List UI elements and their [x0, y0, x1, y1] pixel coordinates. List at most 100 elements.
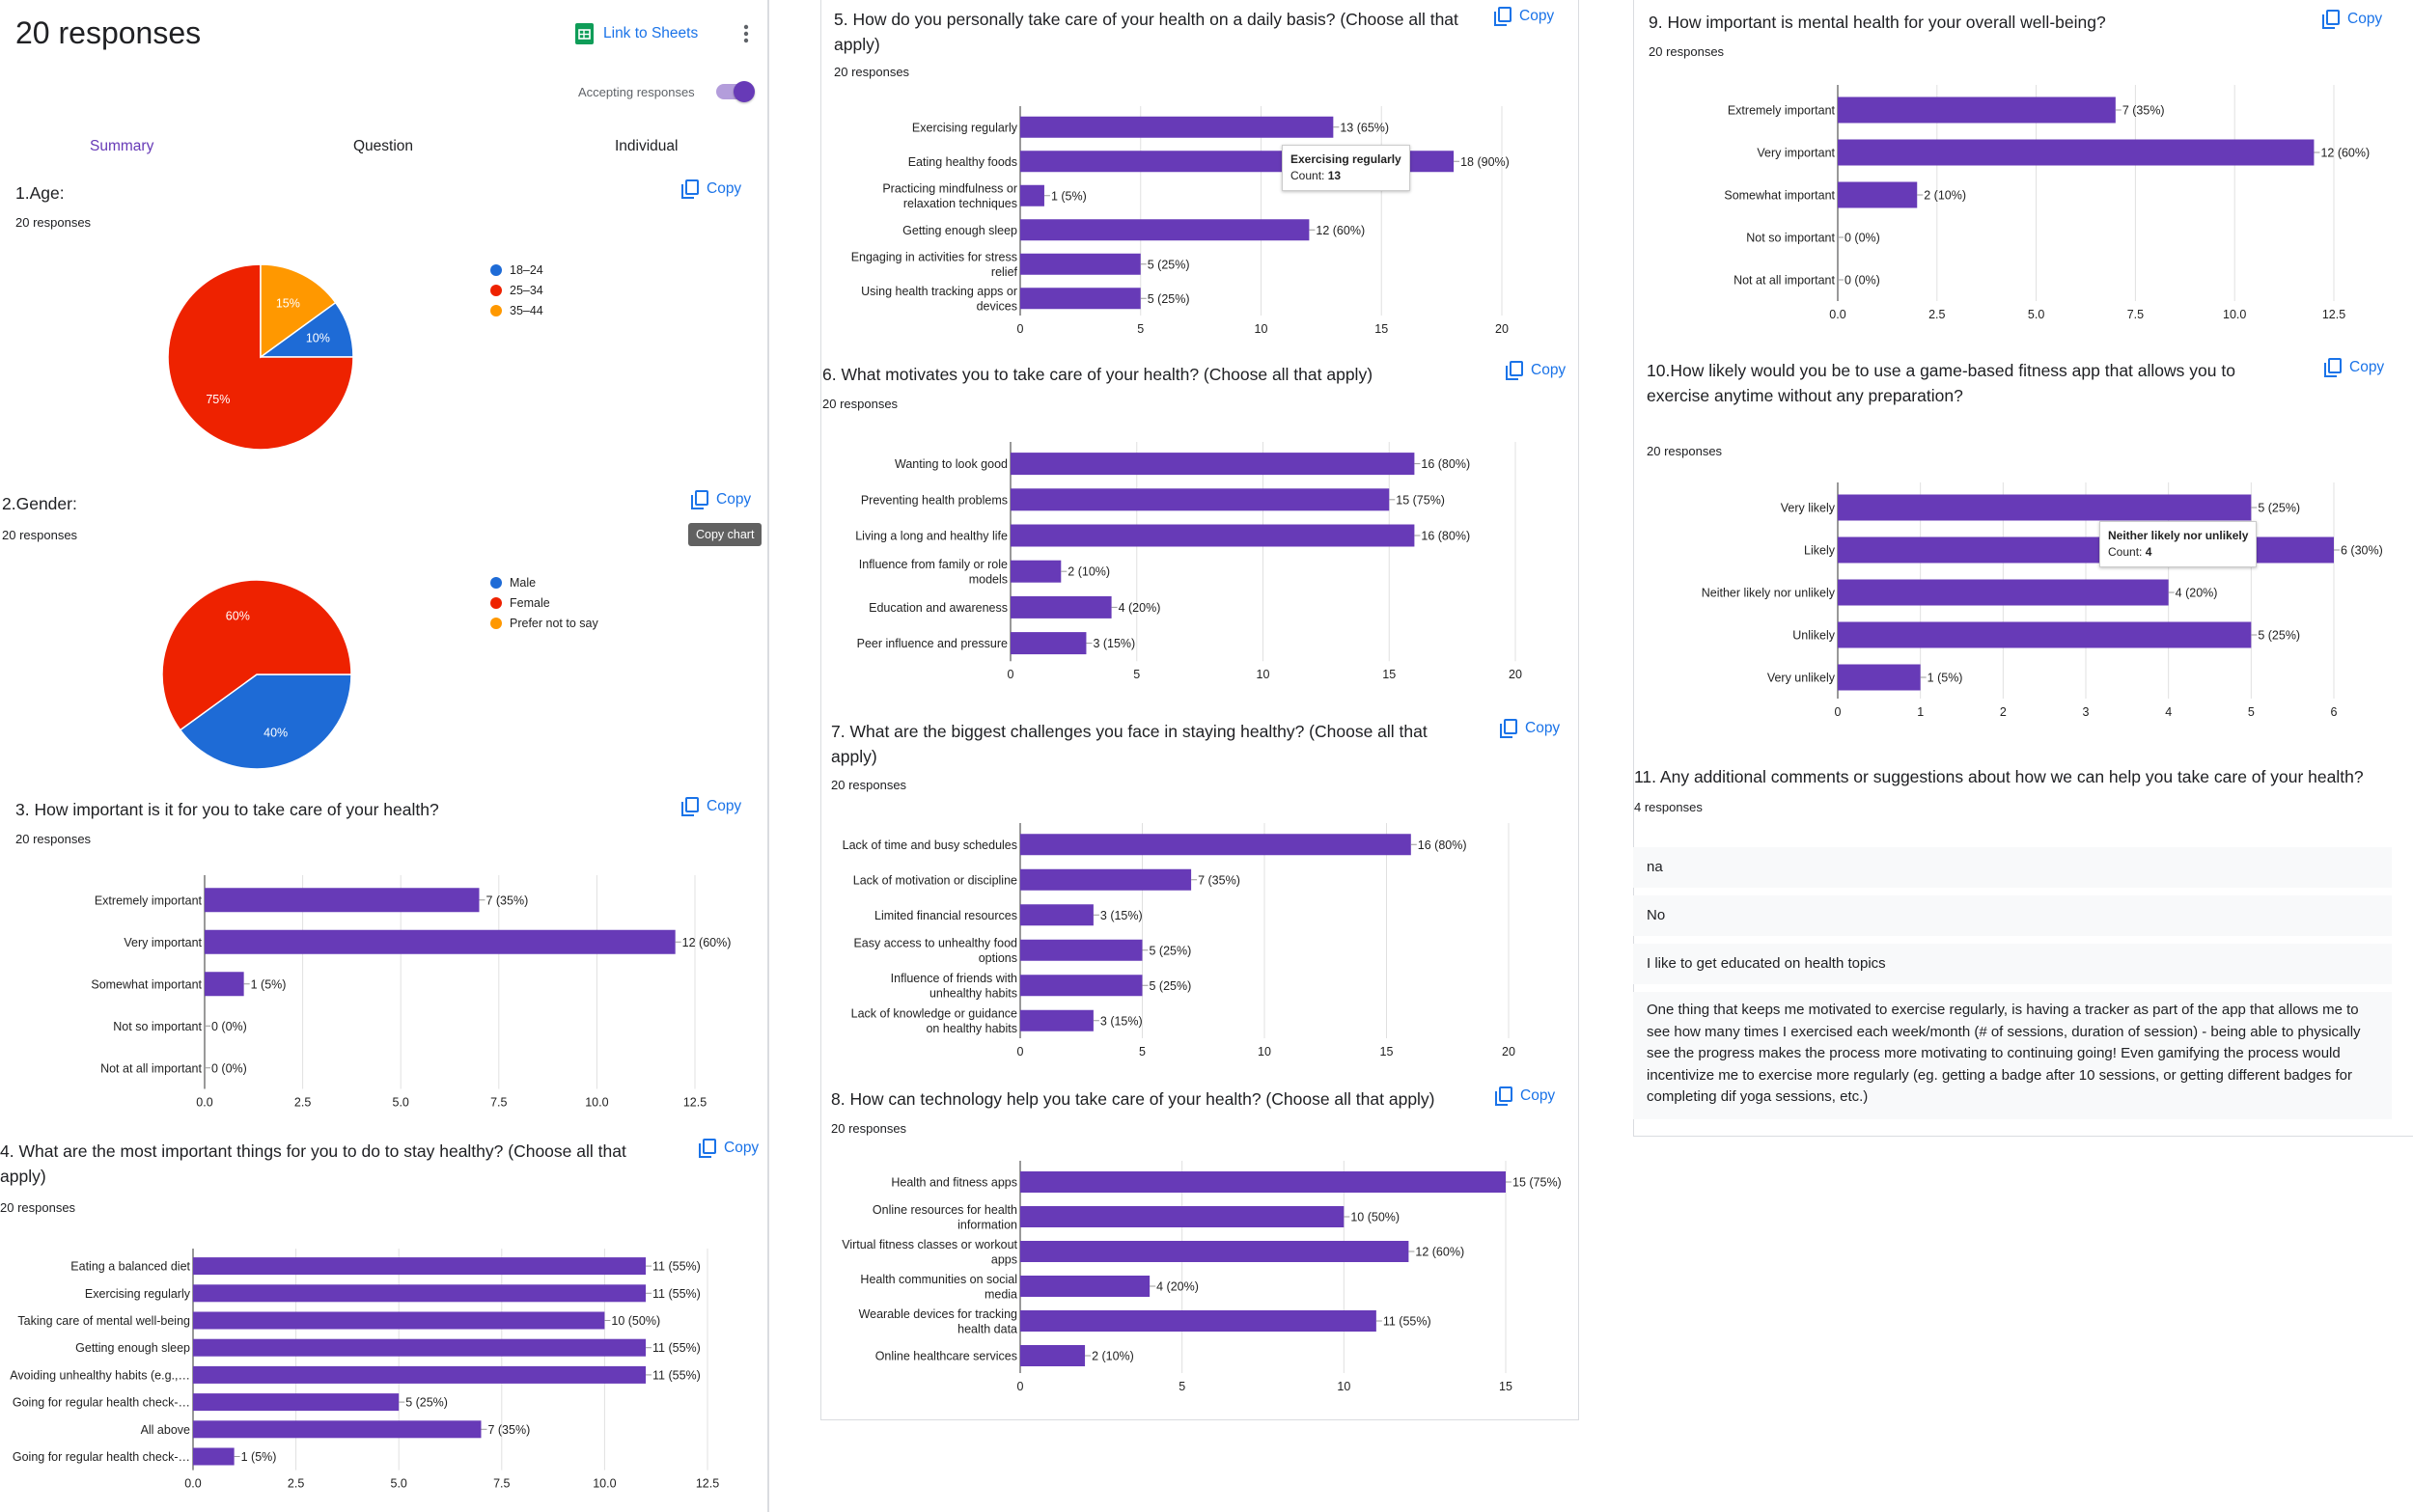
x-tick-label: 0.0 — [184, 1477, 201, 1491]
q7-copy-button[interactable]: Copy — [1500, 719, 1560, 738]
copy-icon — [1506, 361, 1523, 380]
x-tick-label: 6 — [2331, 705, 2338, 719]
bar — [193, 1257, 647, 1276]
bar-value-label: 1 (5%) — [1051, 189, 1087, 203]
bar-value-label: 12 (60%) — [2320, 147, 2370, 160]
tab-summary[interactable]: Summary — [90, 138, 154, 154]
category-label: Getting enough sleep — [902, 224, 1017, 237]
category-label: devices — [977, 300, 1017, 314]
legend-swatch — [490, 264, 502, 276]
x-tick-label: 5.0 — [393, 1096, 409, 1110]
q2-copy-button[interactable]: Copy — [691, 490, 751, 509]
x-tick-label: 0 — [1017, 1045, 1024, 1058]
q10-copy-button[interactable]: Copy — [2324, 358, 2384, 377]
category-label: Not at all important — [1733, 274, 1835, 288]
x-tick-label: 2.5 — [288, 1477, 304, 1491]
category-label: Unlikely — [1792, 629, 1836, 643]
category-label: Engaging in activities for stress — [851, 251, 1017, 264]
x-tick-label: 1 — [1917, 705, 1924, 719]
category-label: Very important — [124, 936, 202, 949]
category-label: health data — [957, 1322, 1017, 1335]
x-tick-label: 15 — [1374, 322, 1388, 336]
bar-value-label: 0 (0%) — [211, 1061, 247, 1075]
category-label: Extremely important — [95, 893, 203, 907]
category-label: Education and awareness — [869, 601, 1008, 615]
link-to-sheets-button[interactable]: Link to Sheets — [575, 23, 698, 44]
bar — [1020, 1009, 1094, 1031]
bar — [1011, 488, 1390, 511]
bar — [193, 1284, 647, 1303]
copy-icon — [681, 179, 699, 199]
bar-value-label: 5 (25%) — [405, 1396, 448, 1410]
category-label: Very important — [1757, 147, 1835, 160]
q9-bar-chart: 0.0 2.5 5.0 7.5 10.0 12.5 7 (35%) Extremely imp… — [1724, 85, 2370, 321]
x-tick-label: 10 — [1337, 1380, 1350, 1393]
bar — [1838, 579, 2169, 606]
bar-value-label: 11 (55%) — [1383, 1315, 1431, 1329]
q8-copy-button[interactable]: Copy — [1495, 1086, 1555, 1106]
pie-slice-label: 10% — [306, 332, 330, 345]
category-label: Lack of time and busy schedules — [843, 838, 1017, 852]
bar-value-label: 12 (60%) — [682, 936, 732, 949]
bar-value-label: 5 (25%) — [1148, 258, 1190, 271]
x-tick-label: 15 — [1499, 1380, 1512, 1393]
bar — [193, 1338, 647, 1357]
legend-label: Male — [510, 576, 537, 590]
x-tick-label: 5 — [2248, 705, 2255, 719]
bar — [1020, 1171, 1506, 1193]
category-label: Lack of motivation or discipline — [853, 873, 1017, 887]
bar-value-label: 0 (0%) — [211, 1020, 247, 1033]
x-tick-label: 7.5 — [493, 1477, 510, 1491]
tab-individual[interactable]: Individual — [615, 138, 679, 154]
category-label: Health communities on social — [860, 1273, 1017, 1286]
q6-copy-button[interactable]: Copy — [1506, 361, 1566, 380]
x-tick-label: 5.0 — [391, 1477, 407, 1491]
category-label: Lack of knowledge or guidance — [851, 1007, 1017, 1021]
tooltip-count-value: 13 — [1327, 169, 1342, 182]
tooltip-count-label: Count: — [1290, 169, 1325, 182]
bar — [1011, 453, 1415, 476]
accepting-responses-label: Accepting responses — [578, 85, 695, 99]
category-label: Eating healthy foods — [908, 155, 1017, 169]
bar-value-label: 1 (5%) — [251, 977, 287, 991]
q5-copy-button[interactable]: Copy — [1494, 7, 1554, 26]
bar — [205, 929, 676, 954]
q3-copy-button[interactable]: Copy — [681, 797, 741, 816]
category-label: Peer influence and pressure — [857, 637, 1008, 650]
q8-bar-chart: 0 5 10 15 15 (75%) Health and fitness apps 10 … — [842, 1161, 1562, 1393]
q11-response: I like to get educated on health topics — [1633, 944, 2392, 984]
q1-copy-button[interactable]: Copy — [681, 179, 741, 199]
bar — [1020, 834, 1411, 856]
legend-label: 35–44 — [510, 304, 543, 317]
x-tick-label: 10 — [1257, 668, 1270, 681]
copy-label: Copy — [707, 180, 742, 197]
category-label: Online healthcare services — [875, 1350, 1017, 1363]
category-label: relaxation techniques — [903, 197, 1017, 210]
category-label: Somewhat important — [1724, 189, 1835, 203]
q1-title: 1.Age: — [15, 183, 65, 203]
legend-label: Prefer not to say — [510, 617, 598, 630]
category-label: relief — [991, 265, 1018, 279]
bar — [1838, 96, 2116, 124]
pie-slice-label: 15% — [276, 296, 300, 310]
category-label: models — [969, 572, 1008, 586]
q4-copy-button[interactable]: Copy — [699, 1139, 759, 1158]
x-tick-label: 0.0 — [196, 1096, 212, 1110]
bar — [1011, 595, 1112, 619]
q2-pie-chart: 40% 60% — [161, 579, 352, 770]
bar-value-label: 10 (50%) — [1350, 1211, 1400, 1224]
tab-question[interactable]: Question — [353, 138, 414, 154]
q9-copy-button[interactable]: Copy — [2322, 10, 2382, 29]
legend-label: 18–24 — [510, 263, 543, 277]
category-label: Health and fitness apps — [891, 1176, 1017, 1190]
more-options-icon[interactable] — [741, 23, 751, 44]
x-tick-label: 10.0 — [585, 1096, 608, 1110]
category-label: media — [985, 1287, 1017, 1301]
copy-icon — [691, 490, 708, 509]
bar-value-label: 18 (90%) — [1460, 155, 1510, 169]
x-tick-label: 20 — [1495, 322, 1509, 336]
legend-item: 25–34 — [490, 284, 543, 297]
bar — [1838, 621, 2252, 648]
x-tick-label: 0 — [1008, 668, 1014, 681]
category-label: Virtual fitness classes or workout — [842, 1238, 1017, 1251]
